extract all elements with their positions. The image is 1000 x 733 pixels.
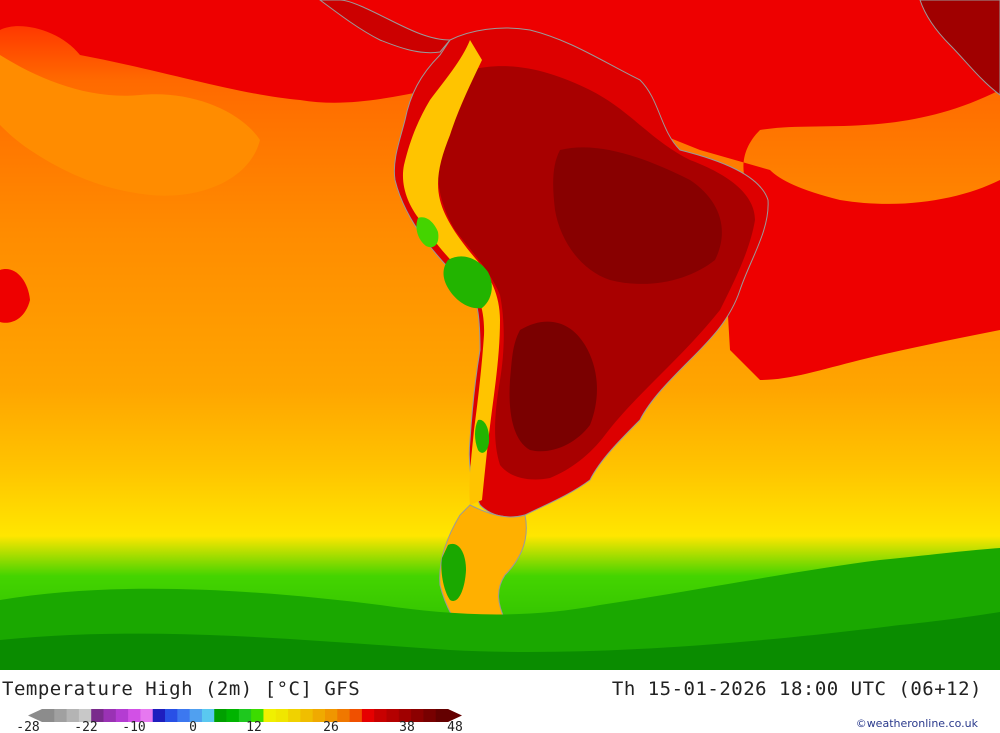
legend-swatch xyxy=(411,709,424,722)
map-footer: Temperature High (2m) [°C] GFS Th 15-01-… xyxy=(0,670,1000,733)
legend-arrow-left xyxy=(28,709,42,722)
andes-green-south xyxy=(475,419,490,453)
legend-tick-label: -10 xyxy=(122,720,145,733)
legend-swatch xyxy=(115,709,129,722)
map-datetime: Th 15-01-2026 18:00 UTC (06+12) xyxy=(611,678,982,700)
color-legend: -28 -22 -10 0 12 26 38 48 xyxy=(16,709,463,733)
legend-swatch xyxy=(435,709,449,722)
andes-green-north xyxy=(416,217,439,248)
andes-cool-strip xyxy=(402,40,500,505)
legend-swatch xyxy=(238,709,252,722)
east-red-area xyxy=(720,180,1000,380)
continent-hottest-core xyxy=(509,321,597,452)
legend-swatch xyxy=(288,709,301,722)
amazon-hot-core xyxy=(553,147,722,284)
legend-swatch xyxy=(226,709,240,722)
altiplano-green xyxy=(443,256,492,309)
legend-swatch xyxy=(263,709,277,722)
legend-swatch xyxy=(398,709,412,722)
legend-tick-label: -22 xyxy=(74,720,97,733)
africa-corner xyxy=(919,0,1000,96)
legend-swatch xyxy=(103,709,117,722)
legend-swatch xyxy=(66,709,80,722)
legend-swatch xyxy=(78,709,92,722)
northwest-orange xyxy=(0,55,260,196)
legend-swatch xyxy=(128,709,141,722)
legend-tick-label: 0 xyxy=(189,720,197,733)
legend-swatch xyxy=(140,709,154,722)
west-red-blob xyxy=(0,269,30,323)
legend-tick-label: 48 xyxy=(447,720,463,733)
legend-tick-label: 26 xyxy=(323,720,339,733)
legend-swatch xyxy=(91,709,104,722)
legend-swatch xyxy=(300,709,314,722)
legend-swatch xyxy=(386,709,400,722)
site-credit[interactable]: ©weatheronline.co.uk xyxy=(855,717,978,730)
central-america xyxy=(319,0,452,54)
legend-tick-label: 38 xyxy=(399,720,415,733)
legend-swatch xyxy=(312,709,326,722)
legend-swatch xyxy=(214,709,227,722)
legend-tick-label: -28 xyxy=(16,720,39,733)
legend-swatch xyxy=(201,709,215,722)
legend-swatch xyxy=(177,709,191,722)
legend-swatch xyxy=(54,709,67,722)
legend-swatch xyxy=(165,709,178,722)
legend-swatch xyxy=(275,709,289,722)
legend-swatch xyxy=(189,709,203,722)
patagonia-green xyxy=(441,543,466,601)
north-red-band xyxy=(0,0,1000,293)
legend-swatch xyxy=(152,709,166,722)
legend-swatch xyxy=(251,709,264,722)
temperature-map xyxy=(0,0,1000,670)
legend-swatch xyxy=(324,709,338,722)
legend-swatch xyxy=(42,709,55,722)
legend-swatch xyxy=(374,709,387,722)
legend-swatch xyxy=(423,709,437,722)
legend-swatch xyxy=(361,709,375,722)
map-title: Temperature High (2m) [°C] GFS xyxy=(2,678,361,700)
southern-green-dark xyxy=(0,612,1000,670)
legend-arrow-right xyxy=(448,709,462,722)
legend-swatch xyxy=(337,709,350,722)
legend-swatch xyxy=(349,709,363,722)
legend-tick-label: 12 xyxy=(246,720,262,733)
